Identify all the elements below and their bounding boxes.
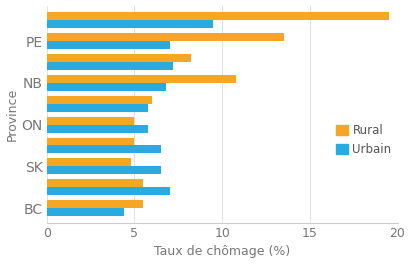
Bar [47,145,161,153]
Bar [47,208,124,216]
Bar [47,33,284,41]
Bar [47,54,191,62]
Bar [47,117,134,125]
Legend: Rural, Urbain: Rural, Urbain [336,124,392,156]
Bar [47,96,152,104]
Bar [47,75,236,83]
X-axis label: Taux de chômage (%): Taux de chômage (%) [154,246,290,258]
Bar [47,83,166,91]
Bar [47,104,148,112]
Bar [47,187,169,195]
Bar [47,200,143,208]
Bar [47,158,131,166]
Bar [47,41,169,49]
Y-axis label: Province: Province [6,87,18,141]
Bar [47,20,213,28]
Bar [47,12,389,20]
Bar [47,166,161,174]
Bar [47,125,148,133]
Bar [47,138,134,145]
Bar [47,62,173,70]
Bar [47,179,143,187]
